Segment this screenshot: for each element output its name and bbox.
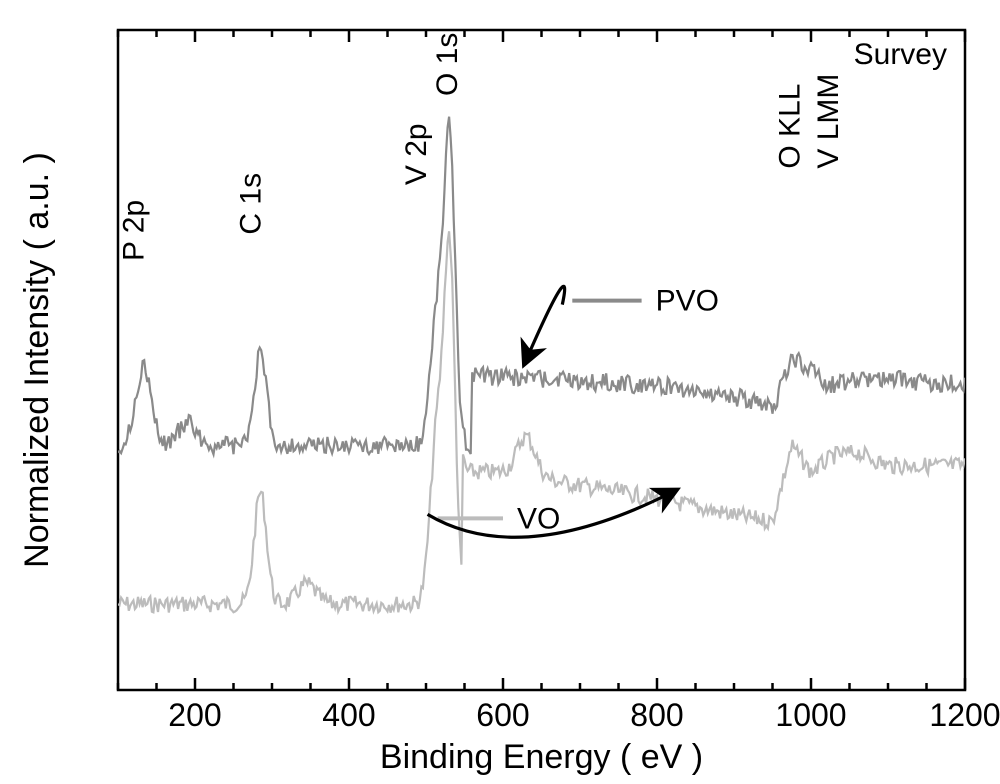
svg-text:O KLL: O KLL	[773, 84, 806, 169]
spectrum-vo	[118, 231, 965, 612]
svg-text:O 1s: O 1s	[431, 33, 464, 96]
x-axis-label: Binding Energy ( eV )	[380, 738, 703, 776]
legend-pvo-label: PVO	[656, 285, 719, 318]
y-axis-label: Normalized Intensity ( a.u. )	[18, 152, 56, 568]
svg-text:V LMM: V LMM	[812, 74, 845, 169]
corner-title: Survey	[854, 38, 947, 71]
xps-survey-chart: 200 400 600 800 1000 1200 Binding Energy ( eV…	[0, 0, 1000, 784]
legend-vo: VO	[428, 492, 673, 537]
svg-text:200: 200	[168, 697, 221, 733]
svg-text:400: 400	[322, 697, 375, 733]
legend-vo-label: VO	[517, 502, 560, 535]
svg-text:1000: 1000	[775, 697, 846, 733]
svg-text:1200: 1200	[929, 697, 1000, 733]
svg-text:P 2p: P 2p	[117, 200, 150, 261]
legend-pvo: PVO	[526, 285, 719, 360]
peak-labels: P 2p C 1s V 2p O 1s O KLLV LMM	[117, 33, 845, 261]
svg-text:800: 800	[630, 697, 683, 733]
svg-text:C 1s: C 1s	[234, 173, 267, 235]
svg-text:V 2p: V 2p	[400, 123, 433, 185]
svg-text:600: 600	[476, 697, 529, 733]
